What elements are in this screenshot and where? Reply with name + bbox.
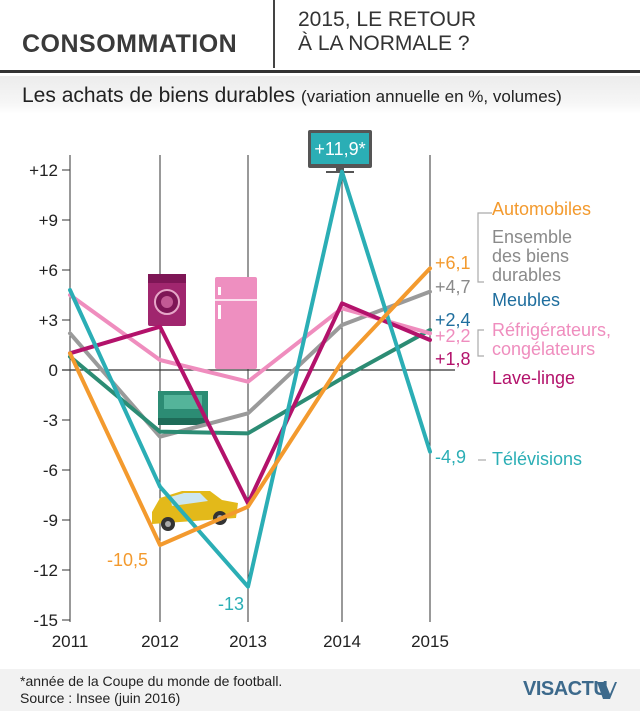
subtitle-main: Les achats de biens durables [22, 84, 296, 107]
end-value-label-meubles: +2,4 [435, 310, 471, 330]
x-tick-label: 2013 [229, 632, 267, 651]
end-value-label-ensemble: +4,7 [435, 277, 471, 297]
y-tick-label: -6 [43, 461, 58, 480]
annotation-tv-2014: +11,9* [314, 139, 365, 159]
fridge-icon [215, 277, 257, 369]
subtitle-detail: (variation annuelle en %, volumes) [301, 87, 562, 106]
x-tick-label: 2012 [141, 632, 179, 651]
washing-machine-icon [148, 274, 186, 326]
legend-label-frigo: Réfrigérateurs, [492, 320, 611, 340]
footnote: *année de la Coupe du monde de football. [20, 673, 283, 689]
legend-label-auto: Automobiles [492, 199, 591, 219]
headline-line-1: 2015, LE RETOUR [298, 8, 477, 31]
visactu-logo-mark [597, 682, 617, 699]
y-tick-label: -12 [33, 561, 58, 580]
legend-label-meubles: Meubles [492, 290, 560, 310]
annotation-tv-2013: -13 [218, 594, 244, 614]
footer [0, 669, 640, 711]
y-tick-label: +9 [39, 211, 58, 230]
series-layer [68, 169, 432, 589]
line-chart: +12 +9 +6 +3 0 -3 -6 -9 -12 -15 2011 2012 2013 2014 20… [29, 130, 611, 651]
header: CONSOMMATION 2015, LE RETOUR À LA NORMAL… [0, 0, 640, 74]
headline-line-2: À LA NORMALE ? [298, 32, 470, 55]
annotation-auto-2012: -10,5 [107, 550, 148, 570]
legend-bracket-top [477, 212, 492, 283]
legend-label-ensemble: durables [492, 265, 561, 285]
legend-label-ensemble: des biens [492, 246, 569, 266]
y-tick-label: -3 [43, 411, 58, 430]
y-tick-label: +6 [39, 261, 58, 280]
axis-layer: +12 +9 +6 +3 0 -3 -6 -9 -12 -15 2011 2012 2013 2014 20… [29, 161, 455, 651]
grid-layer [69, 155, 431, 622]
sofa-icon [158, 391, 208, 425]
end-value-label-lavelinge: +1,8 [435, 349, 471, 369]
section-title: CONSOMMATION [22, 30, 238, 58]
source-note: Source : Insee (juin 2016) [20, 690, 181, 706]
x-tick-label: 2015 [411, 632, 449, 651]
headline: 2015, LE RETOUR À LA NORMALE ? [298, 8, 476, 56]
y-tick-label: -15 [33, 611, 58, 630]
end-value-label-frigo: +2,2 [435, 326, 471, 346]
legend-label-tv: Télévisions [492, 449, 582, 469]
end-value-label-auto: +6,1 [435, 253, 471, 273]
subtitle-band [0, 76, 640, 114]
header-rule [0, 70, 640, 73]
legend-label-lavelinge: Lave-linge [492, 368, 575, 388]
y-tick-label: +12 [29, 161, 58, 180]
label-layer: +6,1 +4,7 +2,4+2,2 +1,8 -4,9 -10,5 -13 +11,9* [107, 139, 471, 614]
legend-label-ensemble: Ensemble [492, 227, 572, 247]
visactu-logo: VISACTU [523, 678, 608, 700]
y-tick-label: +3 [39, 311, 58, 330]
header-divider [273, 0, 275, 68]
x-tick-label: 2014 [323, 632, 361, 651]
legend-bracket-mid [477, 329, 484, 357]
x-tick-label: 2011 [52, 632, 89, 651]
legend-label-frigo: congélateurs [492, 339, 595, 359]
y-tick-label: -9 [43, 511, 58, 530]
end-value-label-tv: -4,9 [435, 447, 466, 467]
y-tick-label: 0 [49, 361, 58, 380]
chart-subtitle: Les achats de biens durables (variation … [22, 84, 562, 108]
